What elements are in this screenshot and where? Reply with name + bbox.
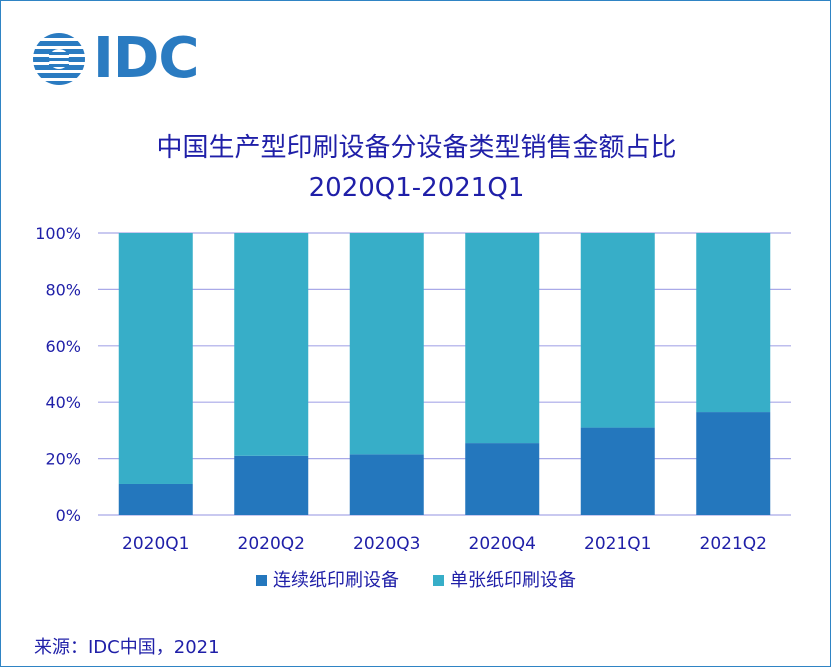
- y-tick-label: 60%: [45, 337, 81, 356]
- legend-label: 单张纸印刷设备: [450, 570, 576, 591]
- chart-title: 中国生产型印刷设备分设备类型销售金额占比: [156, 133, 677, 163]
- bar-segment: [118, 233, 193, 484]
- logo-text: IDC: [93, 26, 199, 91]
- legend-swatch: [256, 575, 267, 586]
- y-tick-label: 40%: [45, 393, 81, 412]
- y-tick-label: 100%: [35, 224, 81, 243]
- bar-segment: [234, 233, 309, 456]
- bar-segment: [696, 412, 771, 515]
- source-note: 来源：IDC中国，2021: [34, 637, 220, 658]
- bar-segment: [234, 455, 309, 515]
- globe-icon: [33, 33, 85, 85]
- bar-segment: [696, 233, 771, 413]
- chart-subtitle: 2020Q1-2021Q1: [308, 173, 525, 203]
- bar-segment: [580, 233, 655, 428]
- bar-segment: [580, 427, 655, 515]
- x-tick-label: 2021Q2: [700, 534, 767, 554]
- y-tick-label: 80%: [45, 280, 81, 299]
- y-tick-label: 0%: [56, 506, 81, 525]
- bar-segment: [349, 233, 424, 455]
- legend-swatch: [433, 575, 444, 586]
- x-tick-label: 2020Q4: [469, 534, 536, 554]
- x-tick-label: 2020Q3: [353, 534, 420, 554]
- y-tick-label: 20%: [45, 450, 81, 469]
- x-tick-label: 2021Q1: [584, 534, 651, 554]
- bar-segment: [349, 454, 424, 515]
- bar-segment: [118, 483, 193, 515]
- bar-segment: [465, 443, 540, 515]
- legend-label: 连续纸印刷设备: [273, 570, 399, 591]
- x-tick-label: 2020Q1: [122, 534, 189, 554]
- x-tick-label: 2020Q2: [238, 534, 305, 554]
- idc-logo: IDC: [31, 26, 199, 91]
- bar-segment: [465, 233, 540, 444]
